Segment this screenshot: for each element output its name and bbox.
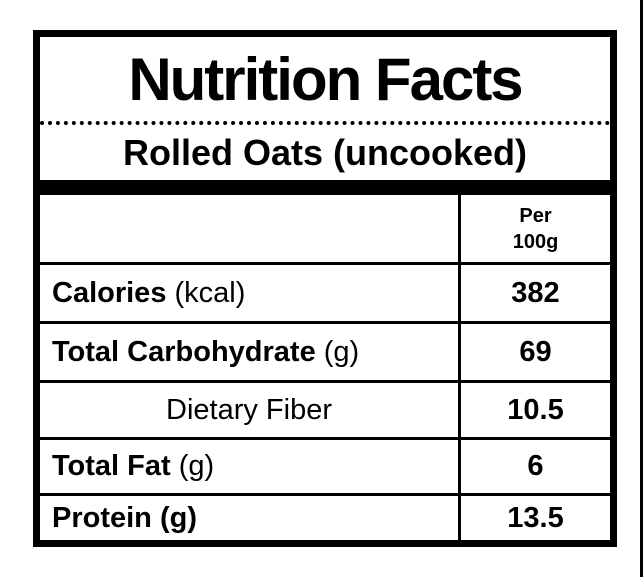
- nutrition-facts-title: Nutrition Facts: [128, 45, 523, 113]
- nutrition-facts-label: Nutrition Facts Rolled Oats (uncooked) P…: [33, 30, 617, 547]
- product-name: Rolled Oats (uncooked): [122, 131, 528, 173]
- per-label: Per: [519, 204, 552, 227]
- nutrient-name-cell: Protein (g): [40, 496, 458, 540]
- nutrient-value-cell: 69: [458, 324, 610, 380]
- header-empty-cell: [40, 195, 458, 262]
- nutrient-name-bold: Total Carbohydrate: [52, 335, 316, 368]
- nutrient-name-bold: Protein (g): [52, 501, 197, 534]
- nutrient-name-unit: (g): [315, 335, 360, 368]
- table-row-carbohydrate: Total Carbohydrate (g) 69: [40, 321, 610, 380]
- nutrient-name-cell: Dietary Fiber: [40, 383, 458, 437]
- per-100g-header: Per 100g: [513, 203, 559, 255]
- table-row-total-fat: Total Fat (g) 6: [40, 437, 610, 493]
- nutrient-name-cell: Calories (kcal): [40, 265, 458, 321]
- screen-edge-line: [640, 0, 643, 577]
- table-header-row: Per 100g: [40, 195, 610, 262]
- amount-label: 100g: [512, 230, 559, 253]
- nutrient-value-cell: 382: [458, 265, 610, 321]
- nutrient-value-cell: 10.5: [458, 383, 610, 437]
- nutrient-name-bold: Calories: [52, 276, 167, 309]
- nutrient-name-bold: Total Fat: [52, 450, 171, 482]
- nutrient-name-unit: (kcal): [166, 276, 246, 309]
- nutrient-name-cell: Total Fat (g): [40, 440, 458, 493]
- nutrient-value-cell: 6: [458, 440, 610, 493]
- nutrient-name-regular: Dietary Fiber: [166, 393, 332, 426]
- nutrient-value-cell: 13.5: [458, 496, 610, 540]
- thick-divider-bar: [40, 180, 610, 195]
- table-row-dietary-fiber: Dietary Fiber 10.5: [40, 380, 610, 437]
- table-row-protein: Protein (g) 13.5: [40, 493, 610, 540]
- table-row-calories: Calories (kcal) 382: [40, 262, 610, 321]
- dotted-divider: [40, 121, 610, 125]
- nutrient-name-cell: Total Carbohydrate (g): [40, 324, 458, 380]
- per-100g-header-cell: Per 100g: [458, 195, 610, 262]
- nutrient-name-unit: (g): [170, 450, 215, 482]
- nutrition-table: Per 100g Calories (kcal) 382 Total Carbo…: [40, 195, 610, 540]
